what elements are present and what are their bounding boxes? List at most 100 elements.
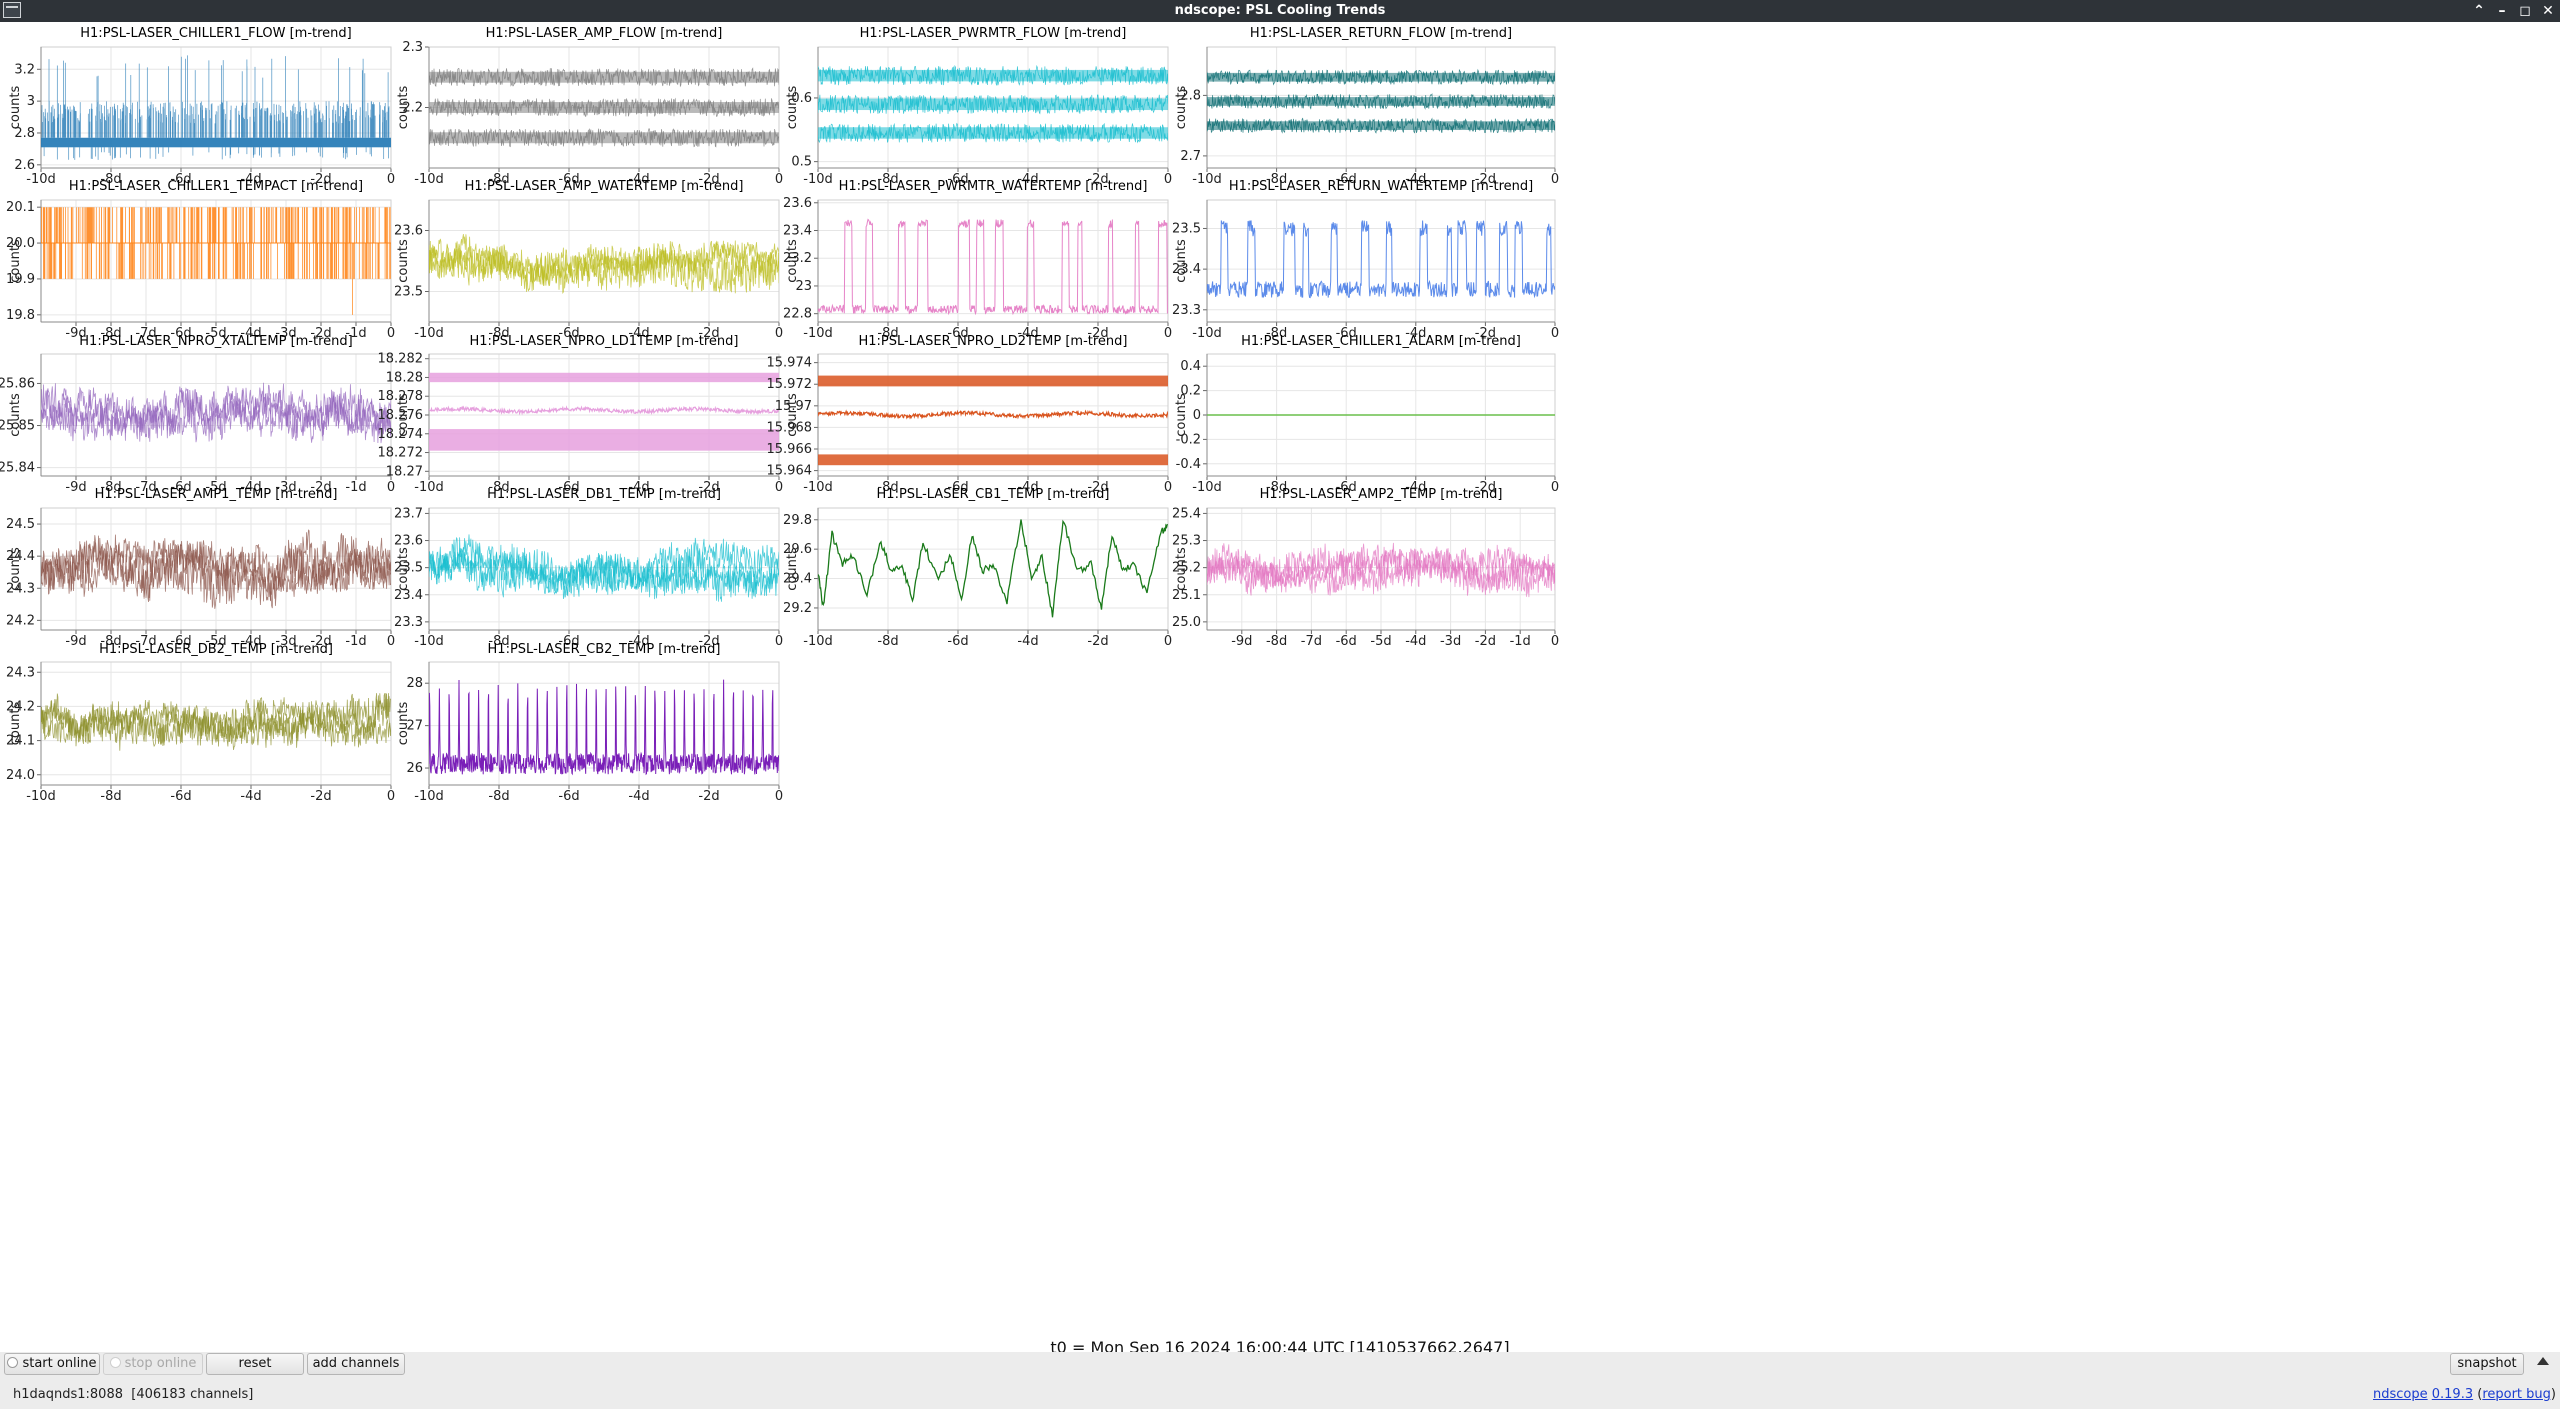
server-address: h1daqnds1:8088	[13, 1387, 123, 1402]
y-tick-label: -0.4	[1176, 457, 1201, 472]
plot-panel[interactable]: H1:PSL-LASER_PWRMTR_FLOW [m-trend] 0.5 0.6…	[785, 26, 1172, 187]
series-line	[429, 240, 779, 294]
x-tick-label: -6d	[170, 480, 191, 495]
start-online-button[interactable]: start online	[4, 1353, 100, 1375]
series-line	[818, 218, 1168, 316]
plot-panel[interactable]: H1:PSL-LASER_AMP_FLOW [m-trend] 2.2 2.3 -10…	[396, 26, 783, 187]
x-tick-label: -10d	[414, 634, 444, 649]
y-tick-label: 20.1	[6, 200, 35, 215]
x-tick-label: -10d	[1192, 480, 1222, 495]
y-tick-label: 15.97	[775, 399, 812, 414]
x-tick-label: -6d	[170, 326, 191, 341]
plot-panel[interactable]: H1:PSL-LASER_CB2_TEMP [m-trend] 26 27 28 -10…	[396, 642, 783, 804]
x-tick-label: -8d	[100, 480, 121, 495]
plot-frame	[817, 507, 1169, 631]
y-tick-label: 27	[406, 719, 423, 734]
series-trace	[818, 519, 1168, 618]
status-bar: h1daqnds1:8088 [406183 channels] ndscope…	[0, 1378, 2560, 1409]
x-tick-label: -8d	[100, 634, 121, 649]
x-tick-label: 0	[775, 789, 783, 804]
y-axis-label: counts	[8, 702, 23, 746]
plot-panel[interactable]: H1:PSL-LASER_AMP1_TEMP [m-trend] 24.2 24.3…	[6, 487, 395, 649]
plot-panel[interactable]: H1:PSL-LASER_DB1_TEMP [m-trend] 23.3 23.4 2…	[394, 487, 783, 649]
close-icon[interactable]: ✕	[2542, 3, 2554, 19]
x-tick-label: -8d	[1266, 326, 1287, 341]
snapshot-button[interactable]: snapshot	[2450, 1353, 2524, 1375]
plot-area[interactable]: H1:PSL-LASER_CHILLER1_FLOW [m-trend] 2.6 2…	[0, 22, 2560, 1357]
add-channels-button[interactable]: add channels	[307, 1353, 405, 1375]
plot-panel[interactable]: H1:PSL-LASER_NPRO_XTALTEMP [m-trend] 25.8…	[0, 334, 395, 495]
plot-panel[interactable]: H1:PSL-LASER_CHILLER1_TEMPACT [m-trend] 1…	[6, 179, 395, 341]
x-tick-label: -7d	[135, 326, 156, 341]
version-link[interactable]: 0.19.3	[2431, 1387, 2474, 1402]
plot-panel[interactable]: H1:PSL-LASER_RETURN_FLOW [m-trend] 2.7 2.8…	[1174, 26, 1559, 187]
series-trace	[41, 529, 391, 609]
plot-panel[interactable]: H1:PSL-LASER_NPRO_LD2TEMP [m-trend] 15.96…	[767, 334, 1173, 495]
reset-button[interactable]: reset	[206, 1353, 304, 1375]
series-line	[429, 234, 779, 284]
x-tick-label: -5d	[205, 480, 226, 495]
x-tick-label: -6d	[1336, 172, 1357, 187]
plot-panel[interactable]: H1:PSL-LASER_CHILLER1_ALARM [m-trend] -0.…	[1174, 334, 1559, 495]
plot-panel[interactable]: H1:PSL-LASER_DB2_TEMP [m-trend] 24.0 24.1 2…	[6, 642, 395, 804]
x-tick-label: -6d	[947, 634, 968, 649]
radio-icon	[7, 1357, 19, 1368]
y-axis-label: counts	[396, 393, 411, 437]
series-line	[429, 545, 779, 595]
x-tick-label: -9d	[1231, 634, 1252, 649]
x-tick-label: 0	[1551, 634, 1559, 649]
x-tick-label: -8d	[877, 634, 898, 649]
plot-panel[interactable]: H1:PSL-LASER_RETURN_WATERTEMP [m-trend] 2…	[1172, 179, 1559, 341]
series-band	[818, 69, 1168, 82]
x-tick-label: -2d	[698, 172, 719, 187]
y-axis-label: counts	[396, 239, 411, 283]
x-tick-label: -2d	[698, 789, 719, 804]
plot-panel[interactable]: H1:PSL-LASER_AMP_WATERTEMP [m-trend] 23.5…	[394, 179, 783, 341]
x-tick-label: -6d	[558, 789, 579, 804]
report-bug-link[interactable]: report bug	[2482, 1387, 2551, 1402]
x-tick-label: -10d	[803, 326, 833, 341]
x-tick-label: -2d	[1087, 480, 1108, 495]
x-tick-label: -2d	[1475, 326, 1496, 341]
series-band	[1207, 121, 1555, 131]
y-axis-label: counts	[785, 547, 800, 591]
plot-panel[interactable]: H1:PSL-LASER_CB1_TEMP [m-trend] 29.2 29.4 2…	[783, 487, 1172, 649]
series-line	[429, 679, 779, 776]
plot-panel[interactable]: H1:PSL-LASER_AMP2_TEMP [m-trend] 25.0 25.1…	[1172, 487, 1559, 649]
y-tick-label: 25.2	[1172, 561, 1201, 576]
y-tick-label: 25.86	[0, 376, 35, 391]
x-tick-label: -3d	[275, 634, 296, 649]
plot-frame	[817, 199, 1169, 323]
y-tick-label: 25.3	[1172, 534, 1201, 549]
series-trace	[429, 679, 779, 776]
plot-grid[interactable]: H1:PSL-LASER_CHILLER1_FLOW [m-trend] 2.6 2…	[0, 22, 2560, 1316]
y-tick-label: 0.2	[1180, 384, 1201, 399]
x-tick-label: -6d	[170, 634, 191, 649]
x-tick-label: -8d	[877, 172, 898, 187]
plot-title: H1:PSL-LASER_AMP_WATERTEMP [m-trend]	[465, 179, 744, 194]
y-axis-label: counts	[785, 239, 800, 283]
y-tick-label: 23.2	[783, 251, 812, 266]
ndscope-link[interactable]: ndscope	[2372, 1387, 2428, 1402]
plot-panel[interactable]: H1:PSL-LASER_CHILLER1_FLOW [m-trend] 2.6 2…	[8, 26, 395, 187]
chevron-up-icon[interactable]: ⌃	[2473, 3, 2485, 19]
x-tick-label: -8d	[1266, 172, 1287, 187]
plot-panel[interactable]: H1:PSL-LASER_PWRMTR_WATERTEMP [m-trend] 2…	[783, 179, 1172, 341]
plot-panel[interactable]: H1:PSL-LASER_NPRO_LD1TEMP [m-trend] 18.27…	[378, 334, 784, 495]
maximize-icon[interactable]: ◻	[2519, 3, 2531, 19]
y-axis-label: counts	[396, 547, 411, 591]
y-axis-label: counts	[785, 393, 800, 437]
button-bar: start online stop online reset add chann…	[0, 1352, 2560, 1378]
collapse-icon[interactable]	[2537, 1357, 2549, 1365]
y-tick-label: 22.8	[783, 307, 812, 322]
y-axis-label: counts	[1174, 239, 1189, 283]
y-axis-label: counts	[396, 702, 411, 746]
minimize-icon[interactable]: –	[2498, 3, 2506, 19]
x-tick-label: -6d	[1336, 480, 1357, 495]
y-tick-label: 18.272	[378, 446, 424, 461]
x-tick-label: -7d	[135, 634, 156, 649]
plot-title: H1:PSL-LASER_RETURN_FLOW [m-trend]	[1250, 26, 1512, 41]
x-tick-label: -6d	[558, 634, 579, 649]
y-tick-label: 20.0	[6, 236, 35, 251]
series-trace	[1207, 542, 1555, 598]
